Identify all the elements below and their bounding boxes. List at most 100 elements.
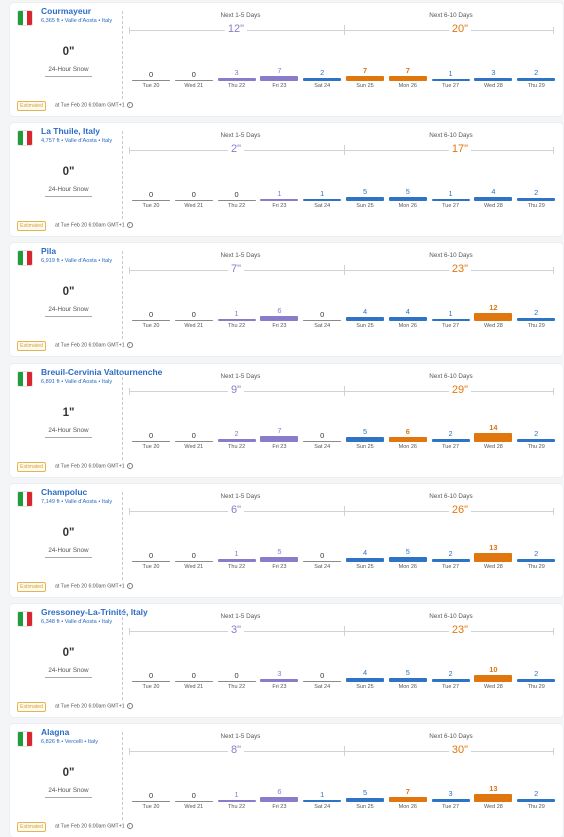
resort-card[interactable]: Pila 6,919 ft • Valle d'Aosta • Italy 0" 24… [10, 243, 563, 357]
snowfall-bar [346, 437, 384, 442]
column-divider [122, 371, 123, 460]
day-label: Sun 25 [356, 563, 374, 570]
day-label: Wed 21 [184, 323, 204, 330]
resort-name-link[interactable]: Champoluc [41, 486, 88, 497]
day-label: Sun 25 [356, 203, 374, 210]
snowfall-value: 7 [362, 65, 368, 75]
snowfall-value: 7 [277, 426, 282, 436]
snowfall-bar [260, 316, 299, 322]
snowfall-bar [431, 318, 470, 322]
day-label: Tue 20 [142, 804, 160, 811]
snowfall-value: 0 [191, 190, 196, 200]
totals-bracket-divider [344, 265, 345, 276]
resort-card[interactable]: Breuil-Cervinia Valtournenche 6,891 ft • … [10, 363, 563, 477]
snowfall-bar [132, 440, 170, 442]
snowfall-value: 0 [234, 190, 239, 200]
next-6-10-days-header: Next 6-10 Days [429, 733, 473, 741]
resort-name-link[interactable]: Breuil-Cervinia Valtournenche [41, 366, 163, 377]
resort-name-link[interactable]: Courmayeur [41, 6, 92, 16]
timestamp-text: at Tue Feb 20 6:00am GMT+1 [55, 102, 125, 109]
resort-name-link[interactable]: Alagna [41, 727, 70, 738]
totals-bracket-line [129, 267, 554, 275]
update-timestamp: at Tue Feb 20 6:00am GMT+1 i [55, 342, 133, 349]
total-6-10-days: 30" [448, 744, 472, 757]
snowfall-value: 5 [405, 667, 410, 677]
snowfall-value: 1 [448, 188, 453, 198]
snowfall-value: 3 [234, 67, 239, 77]
snow-24h-value: 0" [62, 647, 75, 659]
day-label: Wed 28 [483, 443, 503, 450]
snowfall-value: 5 [362, 787, 368, 797]
next-1-5-days-header: Next 1-5 Days [220, 252, 261, 260]
snowfall-bar [217, 681, 256, 682]
resort-location: 7,149 ft • Valle d'Aosta • Italy [41, 498, 113, 505]
snowfall-value: 4 [362, 668, 368, 677]
resort-name-link[interactable]: La Thuile, Italy [41, 126, 101, 137]
snowfall-value: 1 [277, 188, 282, 198]
snowfall-value: 1 [448, 68, 453, 78]
resort-name-link[interactable]: Gressoney-La-Trinité, Italy [41, 607, 148, 617]
snowfall-value: 7 [405, 65, 410, 75]
forecast-totals: 6" 26" [129, 503, 554, 518]
day-label: Thu 29 [527, 804, 545, 811]
day-label: Thu 29 [527, 684, 545, 690]
resort-card[interactable]: Alagna 6,826 ft • Vercelli • Italy 0" 24-Ho… [10, 724, 563, 837]
snowfall-value: 0 [148, 190, 154, 200]
day-label: Wed 21 [184, 443, 204, 450]
estimated-badge: Estimated [17, 341, 47, 352]
info-circle-icon[interactable]: i [126, 703, 133, 709]
snow-24h-value: 0" [62, 166, 75, 179]
day-label: Mon 26 [398, 203, 417, 210]
snowfall-value: 7 [405, 786, 410, 796]
snowfall-bar [388, 317, 427, 322]
info-circle-icon[interactable]: i [126, 823, 133, 830]
resort-card[interactable]: Courmayeur 6,365 ft • Valle d'Aosta • Ita… [10, 3, 563, 116]
snowfall-value: 12 [489, 303, 498, 313]
next-6-10-days-header: Next 6-10 Days [429, 132, 473, 140]
resort-card[interactable]: Gressoney-La-Trinité, Italy 6,348 ft • Va… [10, 604, 563, 717]
day-label: Sun 25 [356, 83, 374, 89]
day-label: Tue 20 [142, 323, 160, 330]
info-circle-icon[interactable]: i [126, 462, 133, 469]
snowfall-bar [388, 677, 427, 682]
snowfall-bar [431, 78, 470, 81]
info-circle-icon[interactable]: i [126, 342, 133, 349]
totals-bracket-line [129, 628, 554, 635]
resort-card[interactable]: Champoluc 7,149 ft • Valle d'Aosta • Ital… [10, 483, 563, 597]
estimated-badge: Estimated [17, 702, 47, 712]
day-label: Wed 21 [184, 203, 204, 210]
column-divider [122, 491, 123, 580]
estimated-badge: Estimated [17, 822, 47, 833]
italy-flag-icon [17, 490, 33, 507]
total-6-10-days: 20" [448, 23, 472, 35]
total-6-10-days: 23" [448, 624, 472, 636]
estimated-badge: Estimated [17, 581, 47, 592]
snowfall-bar [260, 75, 299, 81]
day-label: Thu 29 [527, 563, 545, 570]
snowfall-bar [346, 75, 384, 81]
next-1-5-days-header: Next 1-5 Days [220, 372, 261, 380]
snowfall-bar [431, 198, 470, 202]
snowfall-bar [346, 797, 384, 803]
resort-location: 6,919 ft • Valle d'Aosta • Italy [41, 258, 113, 265]
resort-name-link[interactable]: Pila [41, 246, 57, 257]
snowfall-value: 5 [405, 186, 410, 196]
snowfall-bar [388, 436, 427, 442]
resort-card[interactable]: La Thuile, Italy 4,757 ft • Valle d'Aosta… [10, 123, 563, 237]
snowfall-bar [217, 318, 256, 322]
snowfall-value: 2 [534, 428, 539, 438]
day-label: Thu 22 [228, 684, 246, 690]
snowfall-value: 1 [234, 549, 239, 559]
day-label: Wed 28 [483, 323, 503, 330]
day-label: Mon 26 [398, 323, 417, 330]
snowfall-bar [174, 560, 213, 562]
snowfall-value: 1 [448, 308, 453, 318]
snowfall-bar [132, 200, 170, 202]
info-circle-icon[interactable]: i [126, 222, 133, 229]
snow-24h-divider [45, 556, 92, 558]
day-label: Thu 29 [527, 323, 545, 330]
info-circle-icon[interactable]: i [126, 102, 133, 108]
snow-24h-label: 24-Hour Snow [48, 66, 89, 73]
info-circle-icon[interactable]: i [126, 582, 133, 589]
snowfall-bar [431, 558, 470, 562]
